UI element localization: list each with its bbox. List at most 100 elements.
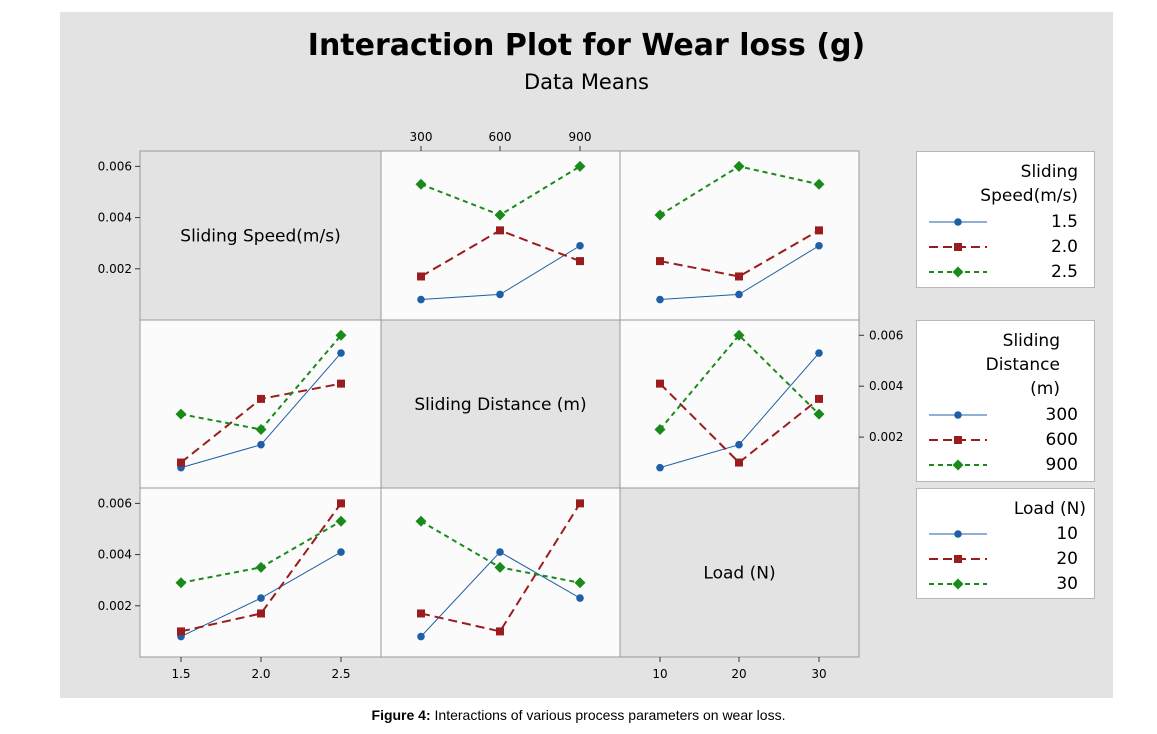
series-line [180, 502, 342, 633]
data-point [576, 594, 584, 602]
legend-title: Sliding Speed(m/s) [980, 160, 1078, 208]
data-point [337, 548, 345, 556]
x-tick-label: 300 [410, 130, 433, 144]
legend-swatch [929, 578, 987, 590]
legend-marker [954, 411, 962, 419]
legend: Load (N) 10 20 30 [916, 488, 1095, 599]
legend-swatch [929, 530, 987, 538]
legend-title-line: Sliding [1020, 162, 1078, 182]
legend-title-line: Distance [985, 355, 1060, 375]
data-point [175, 408, 187, 420]
legend-title-line: Speed(m/s) [980, 186, 1078, 206]
data-point [574, 577, 586, 589]
diagonal-cell [619, 487, 860, 658]
legend-marker [954, 218, 962, 226]
data-point [257, 440, 265, 449]
data-point [656, 379, 664, 388]
data-point [335, 329, 347, 341]
chart-subtitle: Data Means [524, 70, 649, 94]
legend-title: Sliding Distance (m) [986, 329, 1060, 401]
data-point [735, 290, 743, 299]
data-point [496, 548, 504, 556]
data-point [337, 379, 345, 388]
series-line [659, 229, 820, 278]
legend-marker [952, 459, 964, 471]
data-point [337, 349, 345, 357]
legend-swatch [929, 459, 987, 471]
data-point [496, 290, 504, 299]
legend-label: 10 [1056, 524, 1078, 544]
legend-entry: 2.0 [917, 235, 1094, 259]
data-point [175, 577, 187, 589]
data-point [735, 440, 743, 449]
x-tick-label: 2.0 [251, 667, 270, 681]
legend-entry: 900 [917, 453, 1094, 477]
legend-label: 900 [1045, 455, 1078, 475]
legend-title-line: Load (N) [1013, 499, 1086, 519]
legend-swatch [929, 436, 987, 444]
legend-label: 2.0 [1050, 237, 1078, 257]
legend-label: 30 [1056, 574, 1078, 594]
data-point [813, 408, 825, 420]
data-point [255, 561, 267, 573]
data-point [735, 458, 743, 467]
legend-swatch [929, 411, 987, 419]
y-tick-label: 0.002 [98, 599, 132, 613]
data-point [494, 561, 506, 573]
caption-text: Interactions of various process paramete… [434, 707, 786, 723]
caption-label: Figure 4: [371, 707, 431, 723]
data-point [496, 627, 504, 636]
y-tick-label: 0.006 [869, 328, 903, 342]
x-tick-label: 30 [811, 667, 826, 681]
data-point [656, 257, 664, 266]
legend-marker [954, 555, 962, 563]
y-tick-label: 0.002 [869, 430, 903, 444]
y-tick-label: 0.006 [98, 496, 132, 510]
data-point [733, 329, 745, 341]
data-point [177, 627, 185, 636]
y-tick-label: 0.006 [98, 159, 132, 173]
figure-caption: Figure 4: Interactions of various proces… [0, 707, 1157, 723]
x-tick-label: 900 [569, 130, 592, 144]
data-point [733, 160, 745, 172]
data-point [417, 295, 425, 304]
data-point [654, 423, 666, 435]
legend-entry: 1.5 [917, 210, 1094, 234]
y-tick-label: 0.004 [98, 548, 132, 562]
data-point [815, 226, 823, 235]
legend-marker [954, 530, 962, 538]
data-point [255, 423, 267, 435]
data-point [815, 241, 823, 250]
legend-swatch [929, 243, 987, 251]
factor-label: Sliding Distance (m) [414, 395, 586, 415]
legend-marker [952, 578, 964, 590]
legend-label: 300 [1045, 405, 1078, 425]
data-point [815, 394, 823, 403]
y-tick-label: 0.004 [869, 379, 903, 393]
panel-cell [139, 319, 382, 489]
data-point [813, 178, 825, 190]
factor-label: Load (N) [703, 564, 775, 584]
legend: Sliding Speed(m/s) 1.5 2.0 2.5 [916, 151, 1095, 288]
x-tick-label: 1.5 [171, 667, 190, 681]
x-tick-label: 2.5 [331, 667, 350, 681]
data-point [656, 295, 664, 304]
data-point [815, 349, 823, 357]
data-point [494, 209, 506, 221]
data-point [496, 226, 504, 235]
data-point [257, 594, 265, 602]
legend-label: 2.5 [1050, 262, 1078, 282]
legend-swatch [929, 266, 987, 278]
legend-swatch [929, 218, 987, 226]
data-point [177, 458, 185, 467]
data-point [656, 463, 664, 472]
x-tick-label: 600 [489, 130, 512, 144]
data-point [335, 515, 347, 527]
legend-marker [954, 243, 962, 251]
data-point [417, 632, 425, 641]
data-point [735, 272, 743, 281]
panel-cell [139, 487, 382, 658]
legend-marker [952, 266, 964, 278]
data-point [574, 160, 586, 172]
